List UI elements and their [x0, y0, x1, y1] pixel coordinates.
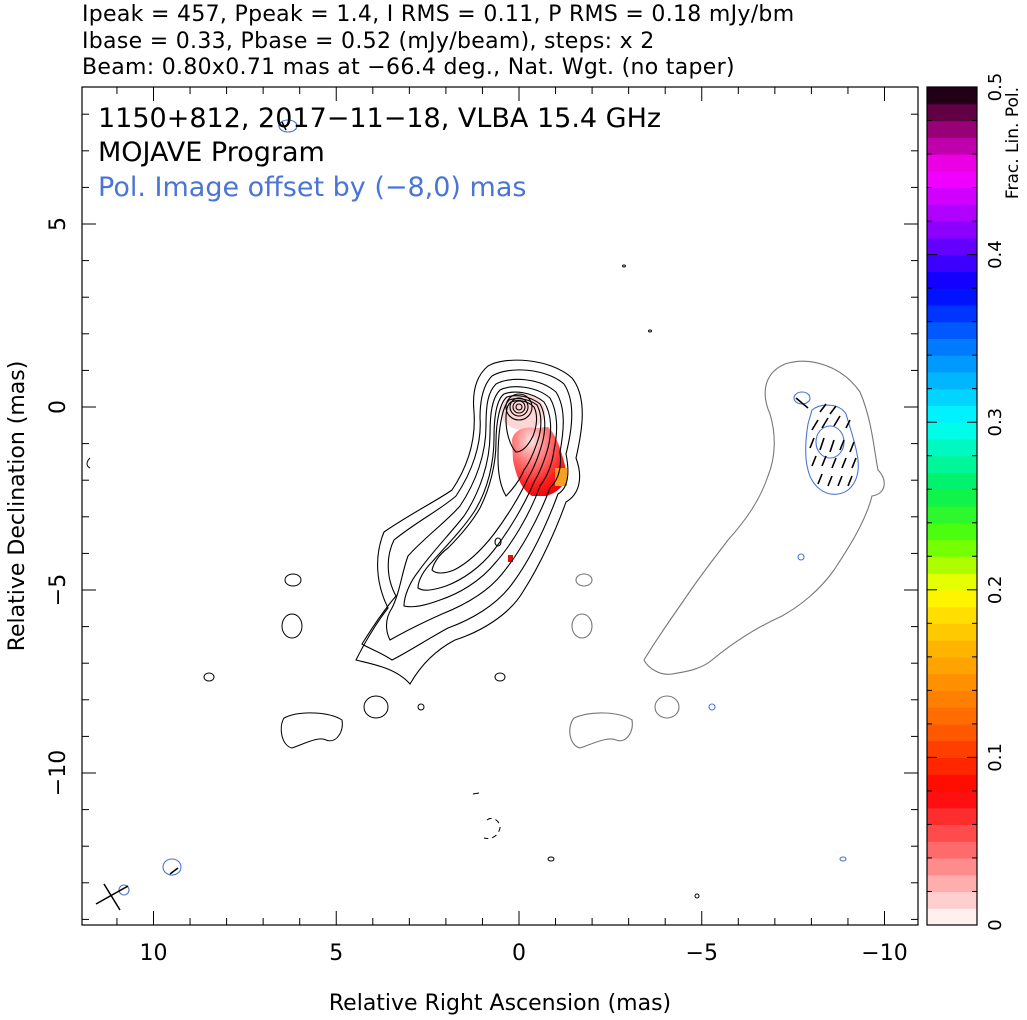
source-annotation: 1150+812, 2017−11−18, VLBA 15.4 GHz — [98, 103, 661, 134]
colorbar-tick-label: 0 — [985, 919, 1006, 930]
stokes-i-minor-contours — [86, 264, 700, 899]
x-tick-label: −5 — [686, 941, 718, 966]
y-tick-labels: 5 0 −5 −10 — [46, 217, 71, 796]
colorbar-swatch — [927, 573, 977, 591]
colorbar-swatch — [927, 489, 977, 507]
colorbar-ticks — [927, 86, 977, 926]
colorbar-swatch — [927, 371, 977, 390]
colorbar-swatch — [927, 254, 977, 272]
colorbar-swatch — [927, 824, 977, 842]
colorbar-swatch — [927, 237, 977, 256]
colorbar-swatch — [927, 673, 977, 691]
pol-offset-annotation: Pol. Image offset by (−8,0) mas — [98, 172, 526, 203]
x-tick-label: 5 — [329, 941, 343, 966]
colorbar-swatch — [927, 338, 977, 356]
y-tick-label: −5 — [46, 574, 71, 606]
colorbar-swatch — [927, 807, 977, 826]
colorbar-swatch — [927, 472, 977, 490]
header-line-1: Ipeak = 457, Ppeak = 1.4, I RMS = 0.11, … — [82, 2, 795, 27]
colorbar-swatch — [927, 790, 977, 809]
y-tick-label: 5 — [46, 217, 71, 231]
colorbar-swatch — [927, 204, 977, 222]
colorbar-swatch — [927, 120, 977, 138]
colorbar-swatch — [927, 170, 977, 189]
colorbar-swatch — [927, 304, 977, 323]
colorbar-swatch — [927, 874, 977, 893]
map-content — [86, 119, 885, 911]
colorbar-swatch — [927, 556, 977, 574]
axis-ticks — [82, 87, 918, 925]
header-line-2: Ibase = 0.33, Pbase = 0.52 (mJy/beam), s… — [82, 29, 655, 54]
colorbar-swatch — [927, 606, 977, 624]
plot-frame — [81, 86, 919, 926]
colorbar-swatch — [927, 321, 977, 339]
colorbar-swatch — [927, 103, 977, 122]
colorbar-tick-label: 0.5 — [985, 73, 1006, 102]
colorbar-swatch — [927, 506, 977, 524]
colorbar-swatch — [927, 774, 977, 792]
colorbar-swatch — [927, 740, 977, 758]
colorbar-tick-label: 0.1 — [985, 743, 1006, 772]
colorbar-swatch — [927, 589, 977, 608]
colorbar-tick-label: 0.3 — [985, 408, 1006, 437]
colorbar-swatch — [927, 891, 977, 909]
colorbar-swatch — [927, 757, 977, 775]
colorbar-swatch — [927, 187, 977, 205]
x-tick-label: 10 — [140, 941, 168, 966]
polarization-vectors — [169, 121, 857, 875]
colorbar-swatch — [927, 908, 977, 926]
colorbar-swatch — [927, 288, 977, 306]
colorbar-swatch — [927, 221, 977, 239]
x-tick-labels: 10 5 0 −5 −10 — [140, 941, 908, 966]
colorbar-tick-labels: 0 0.1 0.2 0.3 0.4 0.5 — [985, 73, 1006, 931]
colorbar-tick-label: 0.4 — [985, 240, 1006, 269]
y-axis-label: Relative Declination (mas) — [5, 361, 30, 652]
colorbar-swatch — [927, 690, 977, 708]
y-tick-label: 0 — [46, 400, 71, 414]
colorbar-swatch — [927, 857, 977, 876]
colorbar-swatch — [927, 707, 977, 725]
colorbar-swatch — [927, 455, 977, 474]
colorbar-label: Frac. Lin. Pol. — [1003, 87, 1023, 199]
polarization-blue-contours — [118, 119, 859, 896]
x-tick-label: 0 — [512, 941, 526, 966]
colorbar-swatch — [927, 388, 977, 407]
stokes-i-contours — [355, 359, 583, 685]
colorbar-swatch — [927, 841, 977, 859]
program-annotation: MOJAVE Program — [98, 137, 325, 168]
colorbar-swatch — [927, 640, 977, 658]
colorbar-swatch — [927, 522, 977, 541]
x-tick-label: −10 — [861, 941, 907, 966]
colorbar-swatch — [927, 405, 977, 423]
colorbar-swatch — [927, 422, 977, 440]
x-axis-label: Relative Right Ascension (mas) — [329, 991, 671, 1016]
colorbar-swatch — [927, 355, 977, 373]
colorbar-swatch — [927, 438, 977, 457]
colorbar-swatch — [927, 137, 977, 155]
polarization-intensity-contours — [569, 360, 885, 749]
colorbar-swatch — [927, 539, 977, 557]
colorbar-swatch — [927, 623, 977, 641]
colorbar-swatch — [927, 271, 977, 289]
header-line-3: Beam: 0.80x0.71 mas at −66.4 deg., Nat. … — [82, 55, 735, 80]
beam-ellipse-marker — [95, 883, 129, 911]
colorbar-tick-label: 0.2 — [985, 575, 1006, 604]
colorbar-frame — [926, 86, 978, 926]
colorbar-swatch — [927, 87, 977, 105]
colorbar-swatch — [927, 154, 977, 172]
colorbar-swatch — [927, 656, 977, 675]
y-tick-label: −10 — [46, 750, 71, 796]
colorbar — [927, 87, 977, 926]
colorbar-swatch — [927, 723, 977, 742]
